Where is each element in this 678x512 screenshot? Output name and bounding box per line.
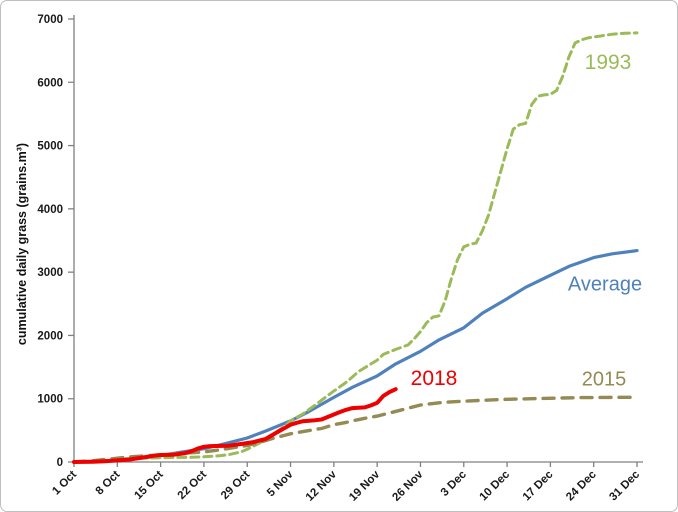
series-line-1993 [72, 31, 639, 464]
series-line-average [72, 249, 639, 464]
x-tick-label: 1 Oct [50, 469, 79, 498]
x-tick-label: 17 Dec [521, 468, 556, 503]
y-tick-label: 6000 [37, 77, 63, 89]
x-tick-label: 15 Oct [132, 469, 165, 502]
x-tick-label: 8 Oct [94, 469, 123, 498]
series-line-2015 [72, 395, 639, 464]
y-tick-label: 1000 [37, 394, 63, 406]
series-label-2018: 2018 [410, 367, 458, 390]
y-tick-label: 4000 [37, 204, 63, 216]
y-tick-label: 3000 [37, 267, 63, 279]
y-tick-label: 0 [57, 457, 63, 469]
x-tick-label: 31 Dec [607, 468, 642, 503]
x-tick-label: 12 Nov [304, 468, 340, 504]
x-tick-label: 3 Dec [439, 468, 470, 499]
x-tick-label: 10 Dec [477, 468, 512, 503]
y-tick-label: 2000 [37, 330, 63, 342]
series-label-1993: 1993 [584, 51, 632, 74]
y-axis-title: cumulative daily grass (grains.m³) [15, 142, 29, 346]
x-tick-label: 29 Oct [219, 469, 252, 502]
series-line-2018 [72, 387, 398, 464]
x-tick-label: 24 Dec [564, 468, 599, 503]
series-label-2015: 2015 [581, 368, 627, 391]
x-tick-label: 19 Nov [347, 468, 383, 504]
x-tick-label: 22 Oct [176, 469, 209, 502]
y-tick-label: 5000 [37, 141, 63, 153]
series-label-average: Average [567, 273, 643, 296]
x-tick-label: 26 Nov [390, 468, 426, 504]
x-tick-label: 5 Nov [265, 468, 296, 499]
y-tick-label: 7000 [37, 14, 63, 26]
